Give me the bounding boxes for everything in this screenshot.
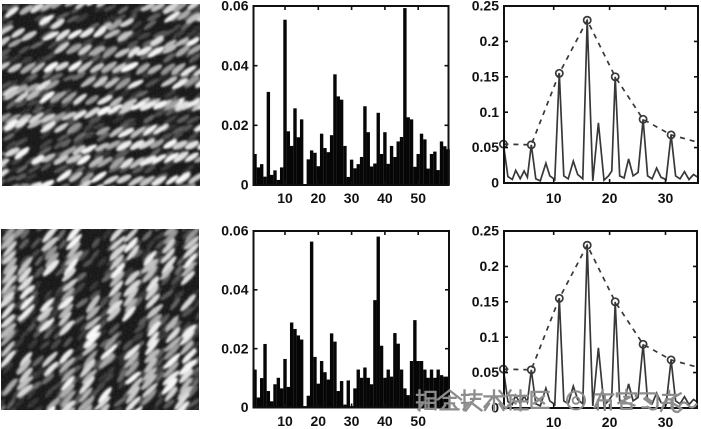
svg-text:50: 50	[410, 190, 426, 206]
svg-text:0.25: 0.25	[472, 0, 499, 14]
svg-text:0.05: 0.05	[472, 139, 499, 155]
svg-text:20: 20	[311, 413, 327, 429]
svg-text:30: 30	[344, 413, 360, 429]
svg-text:0: 0	[491, 400, 499, 416]
svg-text:10: 10	[277, 413, 293, 429]
svg-text:0.02: 0.02	[221, 117, 248, 133]
svg-text:0.06: 0.06	[221, 223, 248, 239]
svg-text:0: 0	[491, 175, 499, 191]
svg-text:0.04: 0.04	[221, 57, 248, 73]
svg-text:0.15: 0.15	[472, 68, 499, 84]
svg-text:40: 40	[377, 413, 393, 429]
svg-text:30: 30	[658, 190, 674, 206]
svg-text:40: 40	[377, 190, 393, 206]
svg-text:10: 10	[546, 414, 562, 429]
svg-text:0: 0	[241, 399, 249, 415]
svg-text:0.1: 0.1	[480, 104, 500, 120]
svg-text:0.2: 0.2	[480, 258, 500, 274]
svg-text:0.02: 0.02	[221, 340, 248, 356]
svg-text:0.2: 0.2	[480, 33, 500, 49]
svg-text:0.15: 0.15	[472, 293, 499, 309]
svg-text:30: 30	[344, 190, 360, 206]
svg-text:20: 20	[602, 414, 618, 429]
svg-text:50: 50	[410, 413, 426, 429]
svg-text:0: 0	[241, 177, 249, 193]
svg-text:0.05: 0.05	[472, 364, 499, 380]
svg-text:0.25: 0.25	[472, 223, 499, 239]
svg-text:0.1: 0.1	[480, 329, 500, 345]
svg-text:10: 10	[277, 190, 293, 206]
svg-text:0.06: 0.06	[221, 0, 248, 14]
svg-text:20: 20	[602, 190, 618, 206]
svg-text:10: 10	[546, 190, 562, 206]
svg-text:30: 30	[658, 414, 674, 429]
svg-text:20: 20	[311, 190, 327, 206]
svg-text:0.04: 0.04	[221, 281, 248, 297]
